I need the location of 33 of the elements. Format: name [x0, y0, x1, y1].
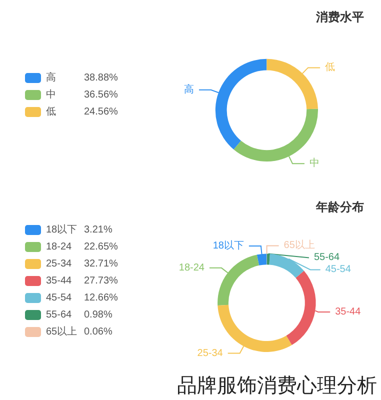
slice-label: 18-24	[178, 262, 205, 274]
slice-label: 35-44	[335, 306, 362, 318]
slice-label: 高	[184, 83, 194, 96]
legend-label: 中	[46, 88, 56, 100]
chart-title: 消费水平	[315, 10, 364, 24]
legend-label: 55-64	[46, 310, 72, 320]
slice-label: 18以下	[212, 239, 244, 252]
data-label: 22.65%	[84, 242, 118, 252]
legend-label: 18-24	[46, 242, 72, 252]
legend-label: 35-44	[46, 276, 72, 286]
chart-title: 年龄分布	[315, 200, 364, 214]
data-label: 0.98%	[84, 310, 112, 320]
data-label: 32.71%	[84, 258, 118, 270]
legend-label: 高	[46, 72, 56, 84]
legend-label: 45-54	[46, 292, 72, 304]
slice-label: 中	[309, 157, 320, 170]
data-label: 3.21%	[84, 224, 112, 236]
legend-label: 25-34	[46, 258, 72, 270]
slice-label: 55-64	[314, 252, 340, 264]
slice-label: 65以上	[284, 239, 315, 252]
slice-label: 低	[325, 62, 336, 74]
legend-label: 18以下	[46, 224, 78, 236]
data-label: 0.06%	[84, 326, 112, 338]
legend-label: 65以上	[46, 326, 78, 338]
slice-label: 25-34	[197, 348, 224, 359]
data-label: 27.73%	[84, 276, 118, 286]
data-label: 12.66%	[84, 292, 118, 304]
legend-label: 低	[46, 106, 56, 118]
data-label: 38.88%	[84, 72, 118, 84]
text: 品牌服饰消费心理分析	[176, 372, 378, 398]
data-label: 36.56%	[84, 90, 118, 100]
slice-label: 45-54	[325, 264, 352, 276]
data-label: 24.56%	[84, 106, 118, 118]
